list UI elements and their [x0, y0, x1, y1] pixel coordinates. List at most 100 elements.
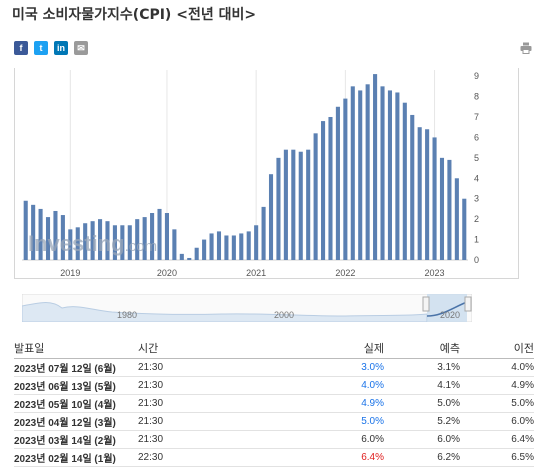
table-row: 2023년 06월 13일 (5월) 21:30 4.0% 4.1% 4.9%: [14, 376, 534, 395]
x-tick-label: 2023: [425, 268, 445, 278]
cell-actual: 5.0%: [278, 412, 384, 431]
bar[interactable]: [164, 213, 169, 260]
bar[interactable]: [328, 116, 333, 261]
y-tick-label: 2: [474, 214, 479, 224]
bar[interactable]: [417, 127, 422, 260]
header-forecast[interactable]: 예측: [384, 338, 460, 359]
bar[interactable]: [127, 225, 132, 260]
bar[interactable]: [120, 225, 125, 260]
bar[interactable]: [23, 200, 28, 260]
cell-previous: 6.5%: [460, 448, 534, 467]
bar[interactable]: [202, 239, 207, 260]
bar[interactable]: [60, 215, 65, 260]
bar[interactable]: [150, 213, 155, 260]
bar[interactable]: [239, 233, 244, 260]
bar[interactable]: [276, 157, 281, 260]
cell-actual: 6.0%: [278, 430, 384, 449]
navigator-left-handle: [422, 296, 430, 312]
bar[interactable]: [410, 114, 415, 260]
bar[interactable]: [298, 151, 303, 260]
cell-actual: 4.9%: [278, 394, 384, 413]
header-actual[interactable]: 실제: [278, 338, 384, 359]
bar[interactable]: [261, 206, 266, 260]
bar[interactable]: [209, 233, 214, 260]
y-tick-label: 9: [474, 71, 479, 81]
bar[interactable]: [335, 106, 340, 261]
cell-date: 2023년 06월 13일 (5월): [14, 376, 138, 395]
cell-previous: 6.4%: [460, 430, 534, 449]
bar[interactable]: [387, 90, 392, 261]
linkedin-share-icon[interactable]: in: [54, 41, 68, 55]
table-row: 2023년 03월 14일 (2월) 21:30 6.0% 6.0% 6.4%: [14, 430, 534, 449]
bar[interactable]: [142, 217, 147, 260]
table-row: 2023년 05월 10일 (4월) 21:30 4.9% 5.0% 5.0%: [14, 394, 534, 413]
bar[interactable]: [454, 178, 459, 260]
cell-forecast: 4.1%: [384, 376, 460, 395]
range-navigator[interactable]: 1980 2000 2020: [22, 294, 472, 322]
cell-forecast: 5.2%: [384, 412, 460, 431]
bar[interactable]: [283, 149, 288, 260]
bar[interactable]: [365, 84, 370, 260]
bar[interactable]: [38, 208, 43, 260]
bar[interactable]: [45, 217, 51, 260]
bar[interactable]: [402, 102, 407, 260]
bar[interactable]: [231, 235, 236, 260]
watermark-main: Investing: [28, 231, 125, 256]
bar[interactable]: [216, 231, 222, 260]
header-date[interactable]: 발표일: [14, 338, 138, 359]
bar[interactable]: [105, 221, 110, 260]
header-time[interactable]: 시간: [138, 338, 278, 359]
bar[interactable]: [75, 227, 80, 260]
bar[interactable]: [268, 174, 274, 260]
bar[interactable]: [187, 257, 192, 260]
bar[interactable]: [447, 159, 452, 260]
print-icon[interactable]: [520, 42, 532, 54]
table-row: 2023년 07월 12일 (6월) 21:30 3.0% 3.1% 4.0%: [14, 358, 534, 377]
bar[interactable]: [172, 229, 177, 260]
bar[interactable]: [306, 149, 311, 260]
bar[interactable]: [135, 219, 140, 260]
twitter-share-icon[interactable]: t: [34, 41, 48, 55]
table-row: 2023년 02월 14일 (1월) 22:30 6.4% 6.2% 6.5%: [14, 448, 534, 467]
bar[interactable]: [321, 121, 326, 260]
bar[interactable]: [462, 198, 467, 260]
bar[interactable]: [112, 225, 117, 260]
cell-time: 21:30: [138, 376, 278, 395]
bar[interactable]: [313, 133, 318, 260]
navigator-label-1980: 1980: [117, 310, 137, 320]
bar[interactable]: [68, 229, 73, 260]
bar[interactable]: [83, 223, 88, 260]
cell-time: 22:30: [138, 448, 278, 467]
bar[interactable]: [31, 204, 36, 260]
cell-previous: 4.9%: [460, 376, 534, 395]
bar[interactable]: [53, 210, 58, 260]
bar[interactable]: [439, 157, 445, 260]
bar[interactable]: [291, 149, 296, 260]
bar[interactable]: [179, 253, 184, 260]
bar[interactable]: [90, 221, 95, 260]
bar[interactable]: [254, 225, 259, 260]
table-header-row: 발표일 시간 실제 예측 이전: [14, 338, 534, 359]
bar[interactable]: [425, 129, 430, 260]
x-tick-label: 2022: [335, 268, 355, 278]
facebook-share-icon[interactable]: f: [14, 41, 28, 55]
bar[interactable]: [343, 98, 348, 260]
bar[interactable]: [395, 92, 400, 260]
bar[interactable]: [246, 231, 251, 260]
cell-actual: 4.0%: [278, 376, 384, 395]
bar[interactable]: [157, 208, 162, 260]
cell-date: 2023년 02월 14일 (1월): [14, 448, 138, 467]
email-share-icon[interactable]: ✉: [74, 41, 88, 55]
bar[interactable]: [98, 219, 103, 260]
bar[interactable]: [373, 74, 378, 260]
bar[interactable]: [380, 86, 385, 260]
cell-date: 2023년 07월 12일 (6월): [14, 358, 138, 377]
bar[interactable]: [224, 235, 229, 260]
bar[interactable]: [358, 90, 363, 261]
bar[interactable]: [432, 137, 437, 260]
header-previous[interactable]: 이전: [460, 338, 534, 359]
cell-previous: 5.0%: [460, 394, 534, 413]
y-tick-label: 4: [474, 173, 479, 183]
bar[interactable]: [194, 247, 199, 260]
bar[interactable]: [350, 86, 355, 260]
